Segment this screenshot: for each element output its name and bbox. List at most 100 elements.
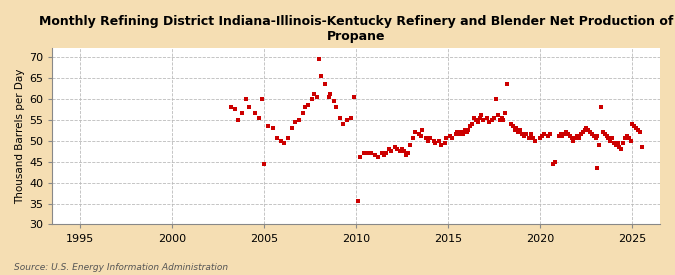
Point	[342, 117, 352, 122]
Point	[572, 134, 583, 139]
Point	[314, 57, 325, 61]
Point	[237, 111, 248, 116]
Point	[612, 141, 623, 145]
Point	[581, 126, 592, 130]
Point	[379, 153, 389, 158]
Point	[283, 136, 294, 141]
Point	[271, 136, 282, 141]
Point	[574, 136, 585, 141]
Point	[601, 134, 612, 139]
Point	[240, 97, 251, 101]
Point	[298, 111, 308, 116]
Point	[481, 115, 492, 120]
Point	[514, 128, 525, 132]
Point	[509, 128, 520, 132]
Point	[430, 141, 441, 145]
Point	[380, 151, 391, 155]
Point	[476, 113, 487, 118]
Point	[564, 134, 575, 139]
Point	[392, 147, 402, 151]
Point	[452, 130, 463, 134]
Point	[263, 124, 273, 128]
Point	[629, 124, 640, 128]
Point	[592, 166, 603, 170]
Point	[614, 145, 625, 149]
Point	[528, 136, 539, 141]
Point	[592, 134, 603, 139]
Point	[599, 132, 610, 136]
Point	[539, 132, 549, 136]
Point	[316, 73, 327, 78]
Point	[373, 155, 383, 160]
Point	[413, 132, 424, 136]
Point	[233, 117, 244, 122]
Point	[460, 128, 470, 132]
Point	[603, 136, 614, 141]
Point	[500, 111, 511, 116]
Point	[286, 126, 297, 130]
Point	[537, 134, 547, 139]
Point	[402, 151, 413, 155]
Point	[384, 147, 395, 151]
Point	[423, 138, 433, 143]
Point	[636, 145, 647, 149]
Point	[250, 111, 261, 116]
Point	[557, 134, 568, 139]
Point	[511, 126, 522, 130]
Point	[518, 134, 529, 139]
Point	[589, 134, 599, 139]
Point	[620, 136, 630, 141]
Point	[433, 138, 444, 143]
Point	[526, 132, 537, 136]
Point	[334, 115, 345, 120]
Point	[502, 82, 512, 86]
Point	[568, 138, 579, 143]
Point	[279, 141, 290, 145]
Point	[605, 138, 616, 143]
Point	[415, 134, 426, 139]
Point	[377, 151, 387, 155]
Point	[474, 115, 485, 120]
Point	[470, 117, 481, 122]
Point	[542, 134, 553, 139]
Point	[625, 138, 636, 143]
Point	[319, 82, 330, 86]
Point	[549, 160, 560, 164]
Point	[461, 130, 472, 134]
Text: Source: U.S. Energy Information Administration: Source: U.S. Energy Information Administ…	[14, 263, 227, 272]
Point	[467, 122, 478, 126]
Point	[478, 117, 489, 122]
Point	[630, 126, 641, 130]
Point	[609, 141, 620, 145]
Point	[632, 128, 643, 132]
Point	[483, 120, 494, 124]
Point	[587, 132, 597, 136]
Point	[389, 145, 400, 149]
Point	[225, 105, 236, 109]
Point	[385, 149, 396, 153]
Point	[561, 130, 572, 134]
Point	[259, 161, 269, 166]
Point	[358, 151, 369, 155]
Point	[352, 199, 363, 204]
Point	[458, 132, 468, 136]
Point	[607, 136, 618, 141]
Point	[417, 128, 428, 132]
Point	[570, 136, 580, 141]
Point	[465, 124, 476, 128]
Point	[354, 155, 365, 160]
Point	[308, 92, 319, 97]
Point	[597, 130, 608, 134]
Point	[583, 128, 593, 132]
Point	[577, 130, 588, 134]
Point	[253, 115, 264, 120]
Point	[306, 97, 317, 101]
Point	[257, 97, 268, 101]
Point	[513, 130, 524, 134]
Point	[408, 136, 418, 141]
Point	[421, 136, 431, 141]
Point	[487, 117, 498, 122]
Point	[439, 141, 450, 145]
Point	[555, 132, 566, 136]
Point	[323, 94, 334, 99]
